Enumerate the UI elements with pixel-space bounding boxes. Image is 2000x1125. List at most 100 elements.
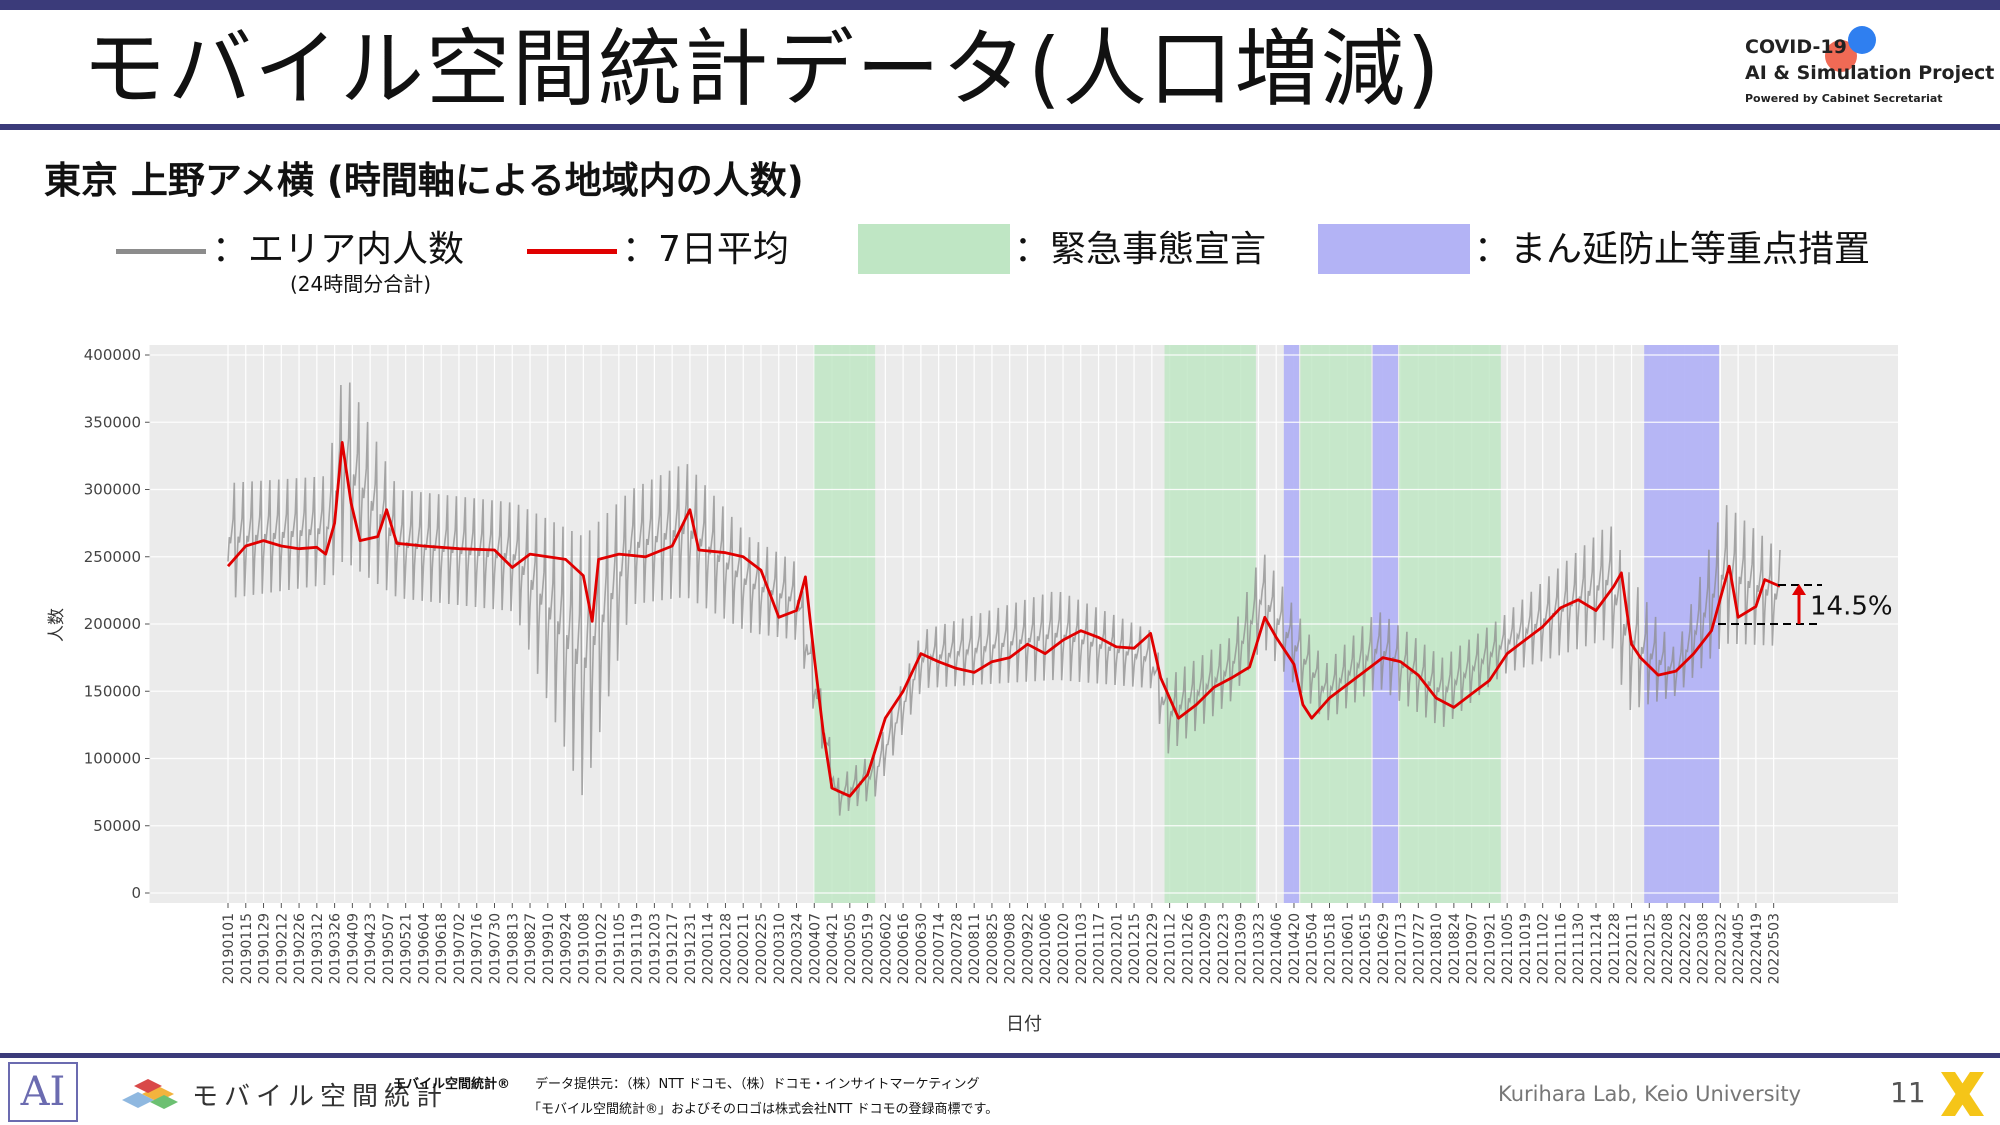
x-tick-label: 20190423: [363, 913, 379, 984]
x-tick-label: 20200602: [878, 913, 894, 984]
annotation-label: 14.5%: [1810, 591, 1893, 621]
x-tick-label: 20211116: [1553, 913, 1569, 984]
x-tick-label: 20210518: [1323, 913, 1339, 984]
x-tick-label: 20200825: [985, 913, 1001, 984]
x-tick-label: 20201020: [1056, 913, 1072, 984]
x-tick-label: 20200922: [1020, 913, 1036, 984]
x-tick-label: 20201006: [1038, 913, 1054, 984]
x-tick-label: 20200908: [1003, 913, 1019, 984]
x-tick-label: 20190730: [487, 913, 503, 984]
legend-gray-line: [116, 249, 206, 254]
y-tick-label: 100000: [84, 750, 141, 768]
x-tick-label: 20201117: [1092, 913, 1108, 984]
x-tick-label: 20210824: [1447, 913, 1463, 984]
x-tick-label: 20211130: [1571, 913, 1587, 984]
x-tick-label: 20210323: [1251, 913, 1267, 984]
x-tick-label: 20210309: [1234, 913, 1250, 984]
x-tick-label: 20190115: [239, 913, 255, 984]
x-tick-label: 20200616: [896, 913, 912, 984]
mobile-logo-text: モバイル空間統計: [192, 1082, 449, 1112]
x-tick-label: 20211019: [1518, 913, 1534, 984]
x-tick-label: 20190312: [310, 913, 326, 984]
x-tick-label: 20201201: [1109, 913, 1125, 984]
x-tick-label: 20200630: [914, 913, 930, 984]
x-tick-label: 20190101: [221, 913, 237, 984]
logo-line-1: COVID-19: [1745, 36, 1847, 58]
x-tick-label: 20200211: [736, 913, 752, 984]
x-tick-label: 20190226: [292, 913, 308, 984]
x-tick-label: 20220503: [1767, 913, 1783, 984]
x-tick-label: 20190129: [257, 913, 273, 984]
x-tick-label: 20210126: [1180, 913, 1196, 984]
x-tick-label: 20200811: [967, 913, 983, 984]
y-tick-label: 150000: [84, 682, 141, 700]
x-tick-label: 20200114: [701, 913, 717, 984]
x-tick-label: 20220208: [1660, 913, 1676, 984]
x-tick-label: 20211102: [1536, 913, 1552, 984]
x-tick-label: 20200714: [932, 913, 948, 984]
x-tick-label: 20210921: [1482, 913, 1498, 984]
x-tick-label: 20210420: [1287, 913, 1303, 984]
y-tick-label: 250000: [84, 548, 141, 566]
x-tick-label: 20200407: [807, 913, 823, 984]
seven-day-average-series: [226, 441, 1781, 798]
x-tick-label: 20210209: [1198, 913, 1214, 984]
x-tick-label: 20210629: [1376, 913, 1392, 984]
x-tick-label: 20210112: [1163, 913, 1179, 984]
x-tick-label: 20191008: [576, 913, 592, 984]
x-tick-label: 20211005: [1500, 913, 1516, 984]
x-tick-label: 20190409: [345, 913, 361, 984]
x-tick-label: 20200728: [949, 913, 965, 984]
daily-count-series: [227, 382, 1781, 816]
x-tick-label: 20220322: [1713, 913, 1729, 984]
legend-red-line: [527, 249, 617, 254]
legend-blue-box: [1318, 224, 1470, 274]
change-annotation: 14.5%: [1718, 583, 1893, 625]
page-number: 11: [1890, 1076, 1926, 1109]
x-tick-label: 20220308: [1696, 913, 1712, 984]
credit-text: Kurihara Lab, Keio University: [1498, 1082, 1802, 1106]
x-tick-label: 20210601: [1340, 913, 1356, 984]
x-tick-label: 20191022: [594, 913, 610, 984]
x-tick-label: 20210223: [1216, 913, 1232, 984]
x-tick-label: 20200310: [772, 913, 788, 984]
title-divider: [0, 124, 2000, 130]
x-tick-label: 20190910: [541, 913, 557, 984]
note-trademark: 「モバイル空間統計®」およびそのロゴは株式会社NTT ドコモの登録商標です。: [528, 1102, 999, 1117]
x-tick-label: 20191105: [612, 913, 628, 984]
legend-green-box: [858, 224, 1010, 274]
x-brand-icon: [1941, 1072, 1984, 1116]
x-tick-label: 20201215: [1127, 913, 1143, 984]
y-tick-label: 350000: [84, 413, 141, 431]
slide-subtitle: 東京 上野アメ横 (時間軸による地域内の人数): [44, 159, 804, 202]
x-tick-label: 20211228: [1607, 913, 1623, 984]
x-tick-label: 20191217: [665, 913, 681, 984]
legend-red-label: ：7日平均: [622, 229, 789, 270]
note-brand: モバイル空間統計®: [393, 1077, 511, 1092]
x-tick-label: 20201103: [1074, 913, 1090, 984]
x-tick-label: 20190521: [399, 913, 415, 984]
population-chart: 0 50000 100000 150000 200000 250000 300000 3500…: [47, 345, 1898, 1035]
lab-logo-icon: AI: [8, 1062, 78, 1122]
y-axis-label: 人数: [47, 608, 67, 642]
top-accent-bar: [0, 0, 2000, 10]
x-tick-label: 20190604: [416, 913, 432, 984]
x-tick-label: 20191231: [683, 913, 699, 984]
x-tick-label: 20190702: [452, 913, 468, 984]
x-tick-label: 20191119: [630, 913, 646, 984]
x-tick-label: 20210907: [1465, 913, 1481, 984]
x-tick-label: 20210713: [1394, 913, 1410, 984]
x-tick-label: 20190212: [274, 913, 290, 984]
x-tick-label: 20210406: [1269, 913, 1285, 984]
x-tick-label: 20190716: [470, 913, 486, 984]
legend-blue-label: ：まん延防止等重点措置: [1474, 229, 1871, 270]
note-provider: データ提供元：（株）NTT ドコモ、（株）ドコモ・インサイトマーケティング: [535, 1077, 980, 1092]
y-tick-label: 0: [131, 884, 141, 902]
x-tick-label: 20190326: [328, 913, 344, 984]
seven-day-average-line: [226, 441, 1781, 798]
x-axis-label: 日付: [1006, 1014, 1042, 1035]
y-axis: 0 50000 100000 150000 200000 250000 300000 3500…: [84, 345, 151, 903]
legend-gray-sublabel: (24時間分合計): [290, 272, 432, 296]
x-tick-label: 20220222: [1678, 913, 1694, 984]
x-tick-label: 20200505: [843, 913, 859, 984]
